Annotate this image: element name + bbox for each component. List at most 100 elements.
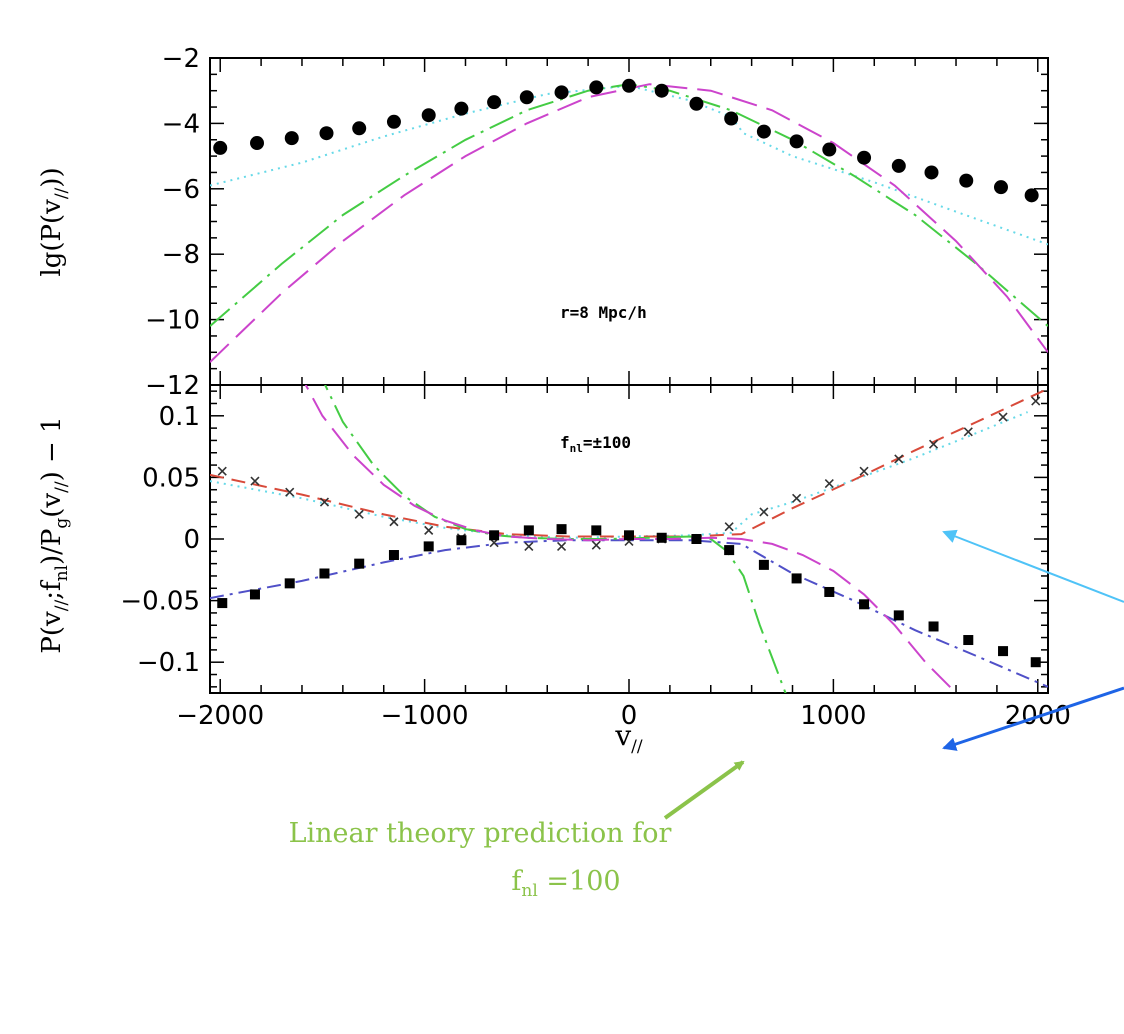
top-circle-point [454,101,469,116]
bottom-panel-points [217,396,1041,668]
top-circle-point [789,134,804,149]
bottom-cross-point [217,466,227,476]
bottom-square-point [859,599,870,610]
bottom-square-point [319,568,330,579]
bottom-square-point [284,578,295,589]
tick-labels: −2 −4 −6 −8 −10 −120.1 0.05 0 −0.05 −0.1 −2000 −100… [120,44,1071,731]
bottom-square-point [824,586,835,597]
bottom-square-point [691,534,702,544]
linear-theory-text-line1: Linear theory prediction for [289,818,672,849]
green-annotation-arrow [663,760,745,820]
bottom-square-point [624,530,634,541]
bottom-cross-point [556,541,567,551]
top-y-tick-label: −2 [162,44,200,74]
top-circle-point [519,90,534,105]
bottom-square-point [523,525,534,536]
top-panel-points [213,78,1039,203]
blue-arrow [942,686,1124,751]
top-y-tick-label: −8 [162,240,200,270]
light-blue-arrow [942,529,1124,603]
top-circle-point [689,96,704,111]
bottom-cross-point [389,517,399,527]
x-axis-label: v// [614,719,643,757]
bottom-cross-point [285,487,295,497]
bottom-cross-point [928,439,939,449]
bottom-long-dash-dot-curve-5 [324,385,787,693]
bottom-square-point [1030,657,1041,668]
bottom-y-tick-label: 0.05 [142,463,200,493]
bottom-square-point [456,535,467,546]
bottom-dash-curve-3 [210,387,1048,538]
bottom-square-point [791,573,802,584]
top-circle-point [1024,188,1039,203]
bottom-cross-point [963,427,973,437]
bottom-cross-point [524,541,534,551]
bottom-square-point [724,545,735,556]
bottom-cross-point [998,412,1008,422]
bottom-square-point [388,550,399,561]
top-circle-point [213,140,228,155]
top-circle-point [319,126,334,141]
bottom-square-point [928,621,939,632]
bottom-cross-point [894,454,904,464]
bottom-cross-point [319,497,330,507]
bottom-panel-annotation: fnl=±100 [560,433,631,455]
bottom-cross-point [824,478,834,489]
top-circle-point [822,142,837,157]
bottom-cross-point [759,507,769,517]
bottom-square-point [998,646,1009,657]
bottom-square-point [249,589,260,600]
bottom-square-point [591,525,602,536]
bottom-square-point [423,541,434,552]
top-y-tick-label: −10 [145,306,200,336]
bottom-y-tick-label: 0 [183,525,200,555]
bottom-square-point [758,559,769,570]
top-circle-point [622,78,636,93]
x-tick-label: −1000 [381,701,469,731]
top-y-tick-label: −12 [145,371,200,401]
top-long-dash-curve-3 [210,83,1048,363]
bottom-square-point [217,598,228,609]
top-circle-point [959,173,974,188]
x-tick-label: 1000 [800,701,866,731]
top-panel-annotation: r=8 Mpc/h [560,303,647,322]
bottom-cross-point [1031,396,1041,406]
bottom-cross-point [354,509,364,519]
top-circle-point [554,85,569,100]
bottom-square-point [354,558,365,569]
bottom-square-point [556,524,567,535]
top-circle-point [589,80,604,95]
top-circle-point [891,158,906,173]
top-circle-point [352,121,367,136]
axis-ticks [210,57,1048,693]
bottom-square-point [656,532,667,543]
top-circle-point [250,136,265,151]
x-tick-label: 0 [621,701,638,731]
top-circle-point [421,108,436,123]
bottom-y-tick-label: −0.1 [137,648,200,678]
bottom-cross-point [591,540,601,550]
top-circle-point [654,83,669,98]
bottom-y-axis-label: P(v//;fnl)/Pg(v//) − 1 [37,416,72,653]
bottom-cross-point [859,466,869,476]
top-circle-point [993,180,1008,195]
bottom-square-point [893,610,904,621]
top-y-tick-label: −6 [162,175,200,205]
bottom-y-tick-label: 0.1 [159,402,200,432]
linear-theory-text-line2: fnl =100 [511,866,620,901]
bottom-cross-point [250,476,260,486]
top-circle-point [386,114,401,129]
top-circle-point [924,165,939,180]
top-y-axis-label: lg(P(v//)) [37,167,72,276]
top-circle-point [724,111,739,126]
bottom-cross-point [792,493,802,503]
top-y-tick-label: −4 [162,109,200,139]
bottom-square-point [963,635,974,646]
top-circle-point [284,131,299,146]
bottom-square-point [489,530,500,541]
x-tick-label: −2000 [176,701,264,731]
top-circle-point [857,150,872,165]
bottom-y-tick-label: −0.05 [120,587,200,617]
